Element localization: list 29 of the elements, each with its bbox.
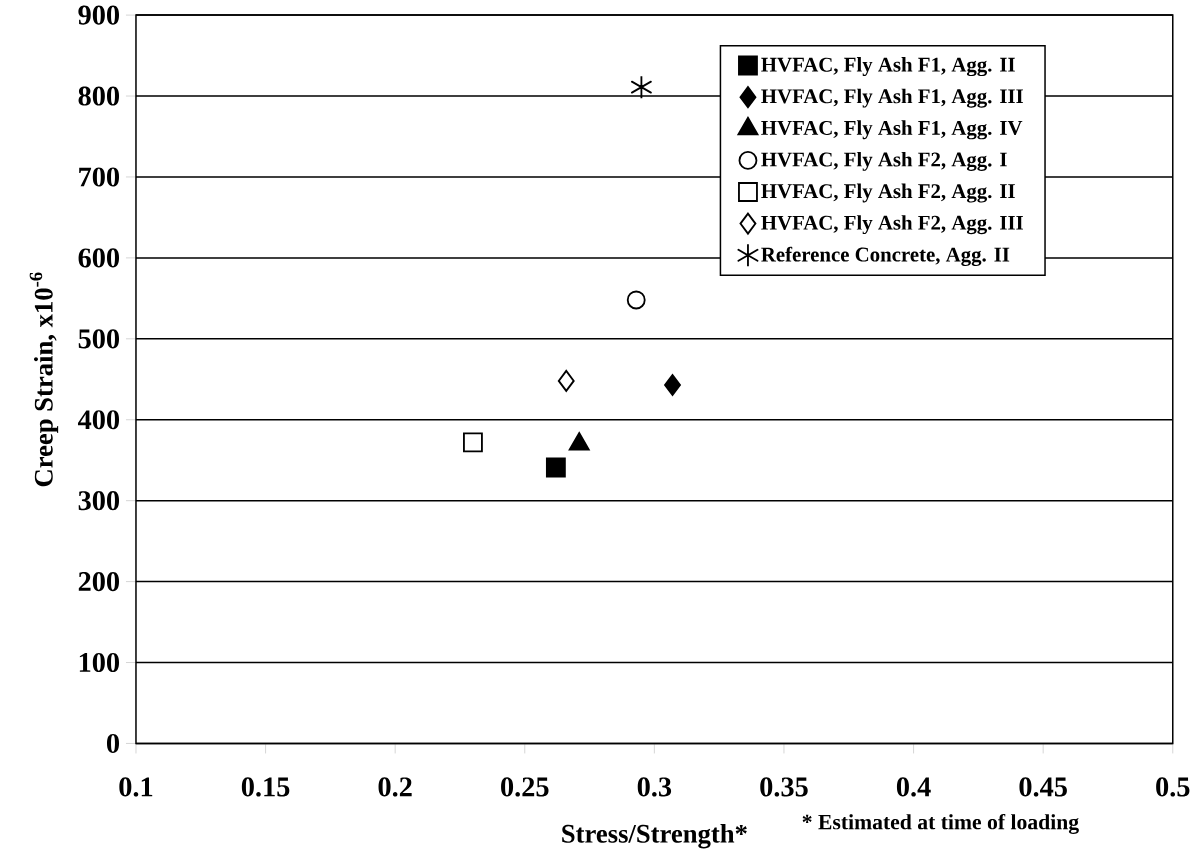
- legend-label: HVFAC, Fly Ash F1, Agg. II: [761, 57, 1015, 77]
- x-tick-label: 0.25: [501, 777, 549, 797]
- y-tick-label: 400: [77, 410, 120, 430]
- y-tick-label: 100: [79, 652, 120, 673]
- y-tick-label: 500: [78, 329, 120, 349]
- x-tick-label: 0.4: [896, 777, 931, 797]
- legend-label: Reference Concrete, Agg. II: [761, 246, 1010, 267]
- x-tick-label: 0.2: [378, 777, 412, 797]
- x-tick-label: 0.35: [760, 777, 808, 797]
- legend-label: HVFAC, Fly Ash F1, Agg. IV: [761, 120, 1023, 140]
- y-tick-label: 300: [78, 491, 120, 511]
- x-tick-label: 0.5: [1156, 777, 1190, 797]
- x-tick-label: 0.3: [637, 777, 672, 797]
- legend-label: HVFAC, Fly Ash F1, Agg. III: [761, 88, 1023, 108]
- y-tick-label: 0: [107, 733, 120, 754]
- legend-label: HVFAC, Fly Ash F2, Agg. II: [761, 183, 1015, 203]
- x-tick-label: 0.45: [1019, 777, 1067, 797]
- y-tick-label: 800: [78, 86, 120, 106]
- y-tick-label: 200: [78, 572, 120, 592]
- x-tick-label: 0.15: [241, 777, 290, 797]
- y-tick-label: 700: [79, 167, 120, 187]
- y-axis-title: Creep Strain, x10$^{-6}$: [29, 272, 59, 487]
- x-tick-label: 0.1: [119, 777, 153, 797]
- legend-label: HVFAC, Fly Ash F2, Agg. III: [761, 215, 1023, 235]
- text: * Estimated at time of loading: [802, 813, 1079, 834]
- y-tick-label: 900: [78, 5, 120, 25]
- y-tick-label: 600: [78, 248, 120, 268]
- x-axis-title: Stress/Strength*: [562, 824, 747, 849]
- legend-label: HVFAC, Fly Ash F2, Agg. I: [761, 151, 1007, 171]
